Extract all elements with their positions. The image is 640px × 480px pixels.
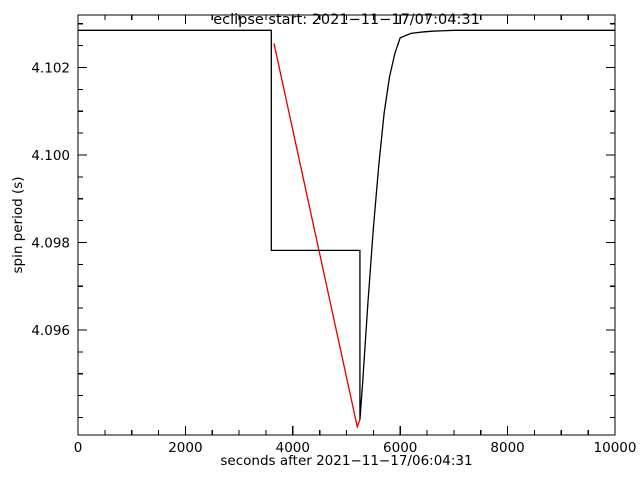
y-tick-label: 4.098 bbox=[31, 236, 70, 252]
x-axis-title: seconds after 2021−11−17/06:04:31 bbox=[220, 453, 472, 469]
series-measured-black bbox=[78, 29, 615, 420]
x-tick-label: 4000 bbox=[276, 440, 310, 456]
x-axis-tick-labels: 0 2000 4000 6000 8000 10000 bbox=[74, 440, 637, 456]
y-axis-tick-labels: 4.096 4.098 4.100 4.102 bbox=[31, 61, 70, 340]
x-tick-label: 0 bbox=[74, 440, 83, 456]
x-tick-label: 8000 bbox=[490, 440, 524, 456]
data-series-group bbox=[78, 29, 615, 429]
y-tick-label: 4.096 bbox=[31, 323, 70, 339]
y-axis-title: spin period (s) bbox=[10, 176, 26, 273]
y-axis-major-ticks bbox=[78, 66, 615, 331]
plot-frame bbox=[77, 14, 616, 436]
x-axis-minor-ticks bbox=[104, 15, 589, 435]
y-tick-label: 4.102 bbox=[31, 61, 70, 77]
series-model-red bbox=[273, 43, 361, 429]
y-axis-minor-ticks bbox=[78, 23, 615, 419]
x-tick-label: 6000 bbox=[383, 440, 417, 456]
y-tick-label: 4.100 bbox=[31, 148, 70, 164]
chart-title: eclipse start: 2021−11−17/07:04:31 bbox=[213, 12, 480, 28]
x-tick-label: 2000 bbox=[168, 440, 202, 456]
x-axis-major-ticks bbox=[77, 15, 616, 435]
x-tick-label: 10000 bbox=[594, 440, 637, 456]
